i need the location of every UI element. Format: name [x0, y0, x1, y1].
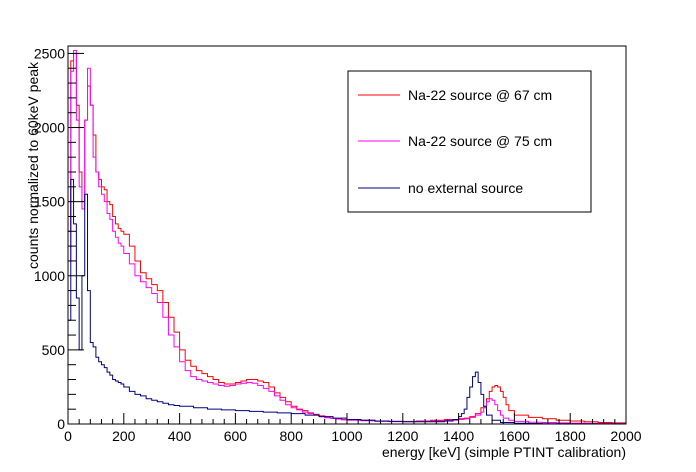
x-tick-label: 1800 — [555, 428, 586, 444]
series-line-1 — [67, 52, 627, 424]
legend-label: no external source — [408, 180, 523, 196]
x-tick-label: 800 — [280, 428, 304, 444]
x-tick-label: 2000 — [610, 428, 641, 444]
y-tick-label: 2500 — [34, 45, 65, 61]
y-tick-label: 1000 — [34, 268, 65, 284]
x-tick-label: 1400 — [443, 428, 474, 444]
x-tick-label: 200 — [112, 428, 136, 444]
x-tick-label: 400 — [168, 428, 192, 444]
x-axis: 0 200 400 600 800 1000 1200 1400 1600 1800 2000 — [64, 413, 642, 444]
series-line-3 — [67, 178, 627, 425]
series-layer — [67, 49, 627, 425]
x-tick-label: 1200 — [387, 428, 418, 444]
y-tick-label: 0 — [57, 416, 65, 432]
y-axis-title: counts normalized to 60keV peak — [25, 61, 41, 269]
series-line-2 — [67, 49, 627, 425]
y-tick-label: 2000 — [34, 120, 65, 136]
x-tick-label: 1600 — [499, 428, 530, 444]
legend-label: Na-22 source @ 67 cm — [408, 87, 552, 103]
legend-label: Na-22 source @ 75 cm — [408, 133, 552, 149]
y-tick-label: 500 — [42, 342, 66, 358]
x-tick-label: 0 — [64, 428, 72, 444]
y-tick-label: 1500 — [34, 194, 65, 210]
y-axis: 0 500 1000 1500 2000 2500 — [34, 45, 84, 432]
x-tick-label: 1000 — [331, 428, 362, 444]
legend: Na-22 source @ 67 cm Na-22 source @ 75 cm… — [347, 70, 592, 213]
x-tick-label: 600 — [224, 428, 248, 444]
x-axis-title: energy [keV] (simple PTINT calibration) — [382, 444, 626, 460]
